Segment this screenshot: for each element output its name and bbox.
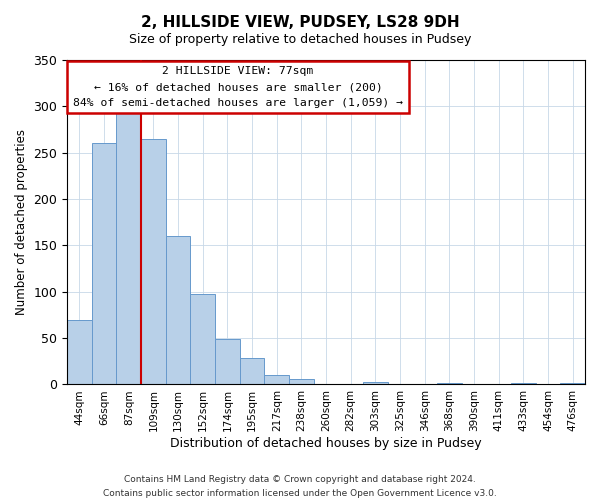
Bar xyxy=(240,358,265,384)
Bar xyxy=(363,382,388,384)
X-axis label: Distribution of detached houses by size in Pudsey: Distribution of detached houses by size … xyxy=(170,437,482,450)
Text: Contains HM Land Registry data © Crown copyright and database right 2024.
Contai: Contains HM Land Registry data © Crown c… xyxy=(103,476,497,498)
Bar xyxy=(560,382,585,384)
Bar xyxy=(511,382,536,384)
Bar xyxy=(92,144,116,384)
Bar xyxy=(116,113,141,384)
Bar xyxy=(289,379,314,384)
Bar xyxy=(166,236,190,384)
Text: 2 HILLSIDE VIEW: 77sqm
← 16% of detached houses are smaller (200)
84% of semi-de: 2 HILLSIDE VIEW: 77sqm ← 16% of detached… xyxy=(73,66,403,108)
Text: 2, HILLSIDE VIEW, PUDSEY, LS28 9DH: 2, HILLSIDE VIEW, PUDSEY, LS28 9DH xyxy=(140,15,460,30)
Bar xyxy=(67,320,92,384)
Bar xyxy=(265,375,289,384)
Text: Size of property relative to detached houses in Pudsey: Size of property relative to detached ho… xyxy=(129,32,471,46)
Bar xyxy=(141,139,166,384)
Bar xyxy=(215,339,240,384)
Bar xyxy=(190,294,215,384)
Bar xyxy=(437,382,462,384)
Y-axis label: Number of detached properties: Number of detached properties xyxy=(15,129,28,315)
